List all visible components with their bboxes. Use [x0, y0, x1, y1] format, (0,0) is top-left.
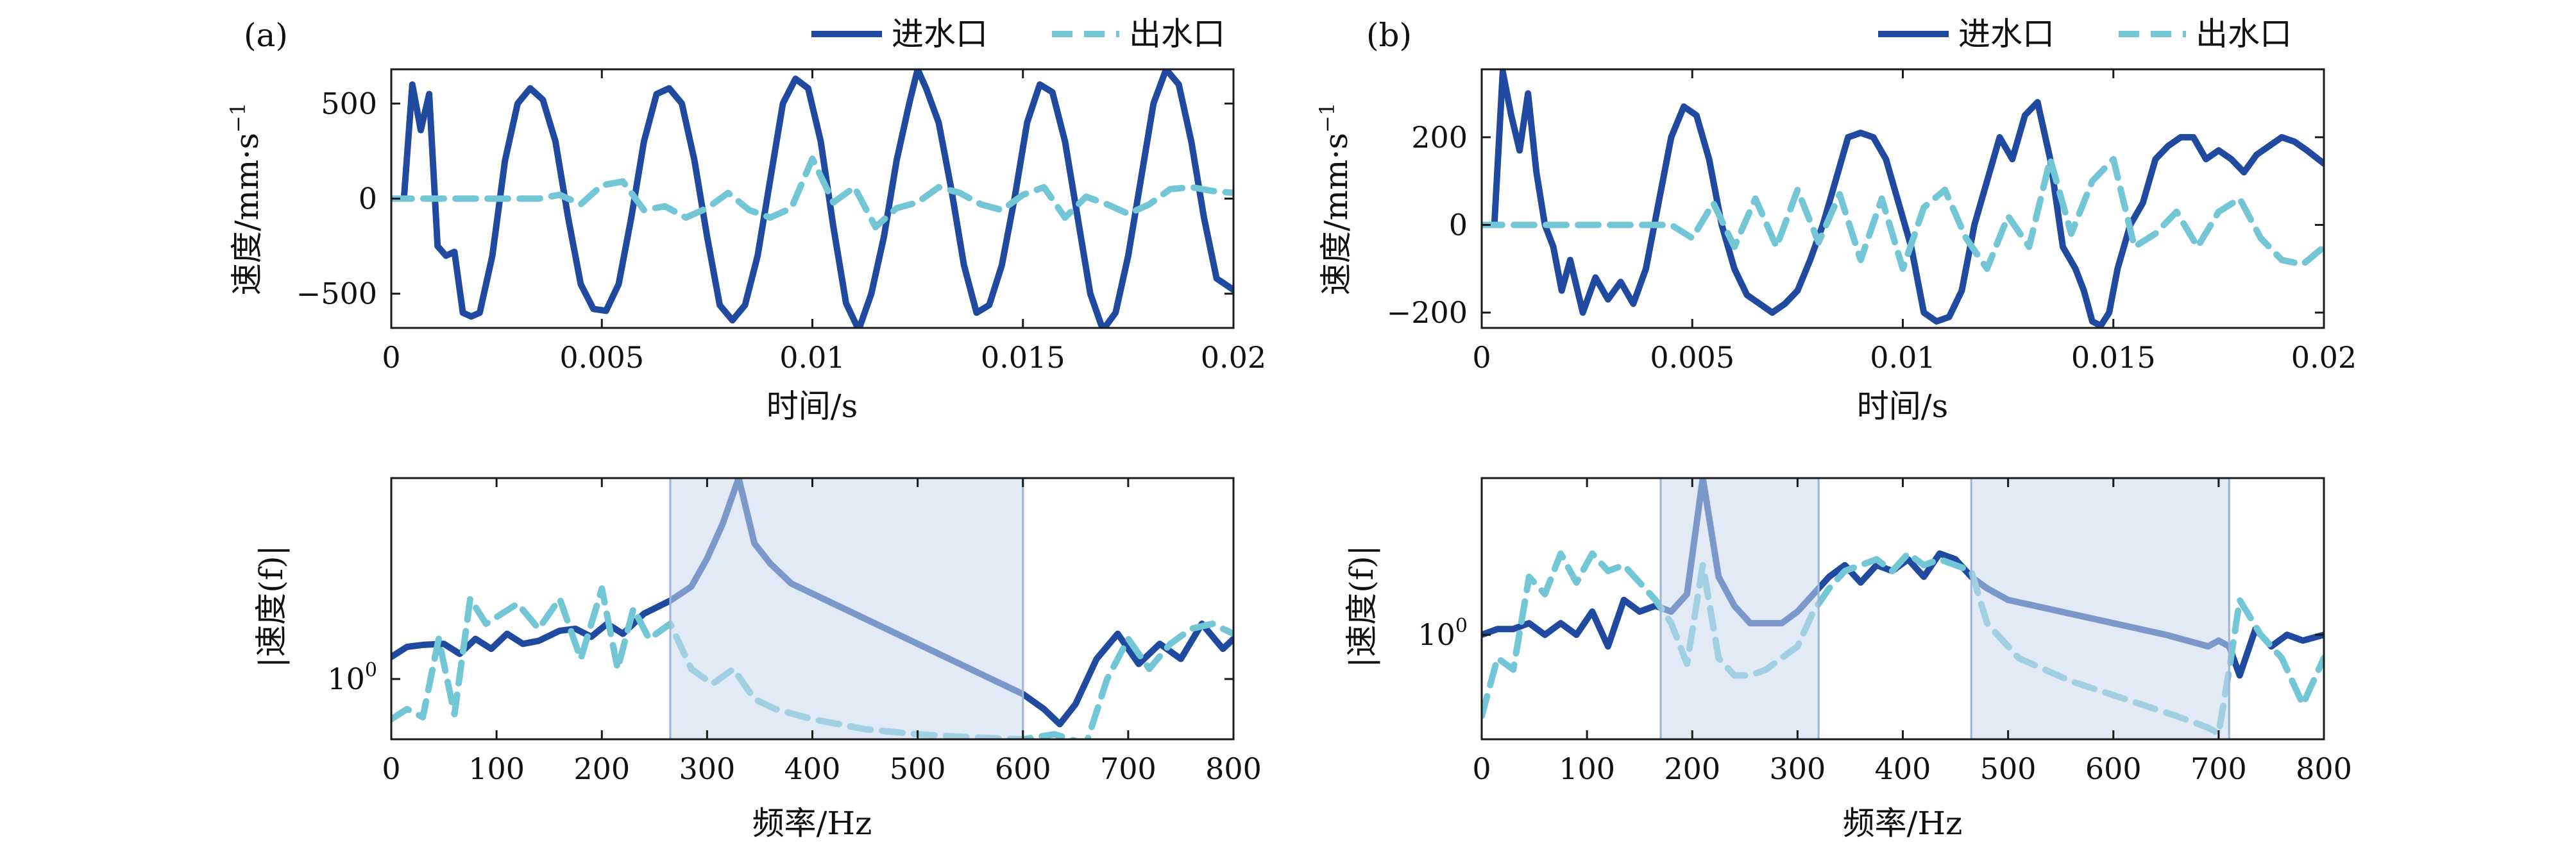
x-tick-label-a-freq-8: 800 [1205, 751, 1262, 786]
y-tick-label-b-freq-0: 100 [1418, 615, 1468, 652]
y-tick-label-a-time-1: 0 [359, 182, 377, 216]
y-axis-label-b-time-main: 速度/mm·s [1318, 133, 1355, 295]
plot-layer-b-freq [1482, 478, 2324, 739]
y-tick-exp-b-freq: 0 [1455, 615, 1468, 637]
x-tick-label-a-time-3: 0.015 [981, 340, 1065, 375]
legend-a-inlet-label: 进水口 [892, 15, 988, 53]
x-tick-label-b-freq-2: 200 [1664, 751, 1720, 786]
legend-a-outlet-label: 出水口 [1129, 15, 1225, 53]
x-tick-label-a-freq-3: 300 [679, 751, 735, 786]
y-axis-label-a-time-main: 速度/mm·s [228, 133, 266, 295]
legend-b: 进水口 出水口 [1878, 15, 2292, 53]
x-tick-label-b-freq-5: 500 [1980, 751, 2037, 786]
series-line-a-time-outlet [391, 155, 1233, 230]
series-group-b-freq [1482, 478, 2324, 739]
series-line-b-time-inlet [1491, 69, 2324, 328]
x-tick-label-b-time-3: 0.015 [2071, 340, 2156, 375]
series-line-b-time-outlet [1482, 156, 2324, 272]
y-tick-exp-a-freq: 0 [365, 659, 377, 682]
y-tick-label-b-time-2: 200 [1411, 120, 1468, 155]
x-tick-label-b-time-2: 0.01 [1870, 340, 1935, 375]
plot-layer-a-time [391, 69, 1233, 328]
series-line-a-freq-inlet [391, 478, 1233, 728]
y-axis-label-b-freq: |速度(f)| [1343, 545, 1380, 667]
x-tick-label-a-freq-4: 400 [784, 751, 841, 786]
plot-layer-b-time [1482, 69, 2324, 328]
x-axis-label-a-freq: 频率/Hz [752, 805, 872, 842]
series-line-a-time-inlet [400, 69, 1233, 328]
shaded-band-b-freq-0 [1659, 478, 1820, 739]
lines-b-time [1482, 69, 2324, 328]
y-axis-label-b-time-sup: −1 [1315, 103, 1339, 133]
x-axis-label-b-freq: 频率/Hz [1843, 805, 1963, 842]
shaded-band-b-freq-1 [1970, 478, 2230, 739]
x-tick-label-a-time-4: 0.02 [1201, 340, 1266, 375]
panel-b-time: (b) 进水口 出水口 0 0.005 0.01 0.015 0.02−2000200 … [1315, 15, 2357, 425]
y-tick-base-a-freq: 10 [327, 662, 365, 696]
x-tick-label-a-freq-5: 500 [890, 751, 946, 786]
x-tick-label-b-freq-0: 0 [1472, 751, 1491, 786]
x-tick-label-b-freq-8: 800 [2296, 751, 2352, 786]
x-tick-label-a-freq-6: 600 [995, 751, 1051, 786]
shaded-band-a-freq-0 [669, 478, 1024, 739]
x-tick-label-b-freq-3: 300 [1769, 751, 1826, 786]
lines-a-time [391, 69, 1233, 328]
y-tick-label-b-time-1: 0 [1449, 207, 1468, 242]
series-group-a-freq [391, 478, 1233, 739]
x-tick-label-b-freq-4: 400 [1875, 751, 1931, 786]
panel-label-a: (a) [244, 17, 288, 54]
y-axis-label-a-freq: |速度(f)| [253, 545, 290, 667]
x-tick-label-b-time-4: 0.02 [2291, 340, 2357, 375]
y-tick-base-b-freq: 10 [1418, 617, 1455, 652]
x-tick-label-a-time-2: 0.01 [779, 340, 845, 375]
x-tick-label-b-freq-1: 100 [1559, 751, 1615, 786]
panel-label-b: (b) [1366, 17, 1412, 54]
x-tick-label-a-freq-0: 0 [382, 751, 400, 786]
legend-b-outlet-label: 出水口 [2196, 15, 2292, 53]
panel-a-time: (a) 进水口 出水口 0 0.005 0.01 0.015 0.02−5000500 … [226, 15, 1266, 425]
series-group-a-time [391, 69, 1233, 328]
x-tick-label-a-time-0: 0 [382, 340, 400, 375]
y-tick-label-a-freq-0: 100 [327, 659, 377, 696]
plot-frame-b-time [1480, 68, 2325, 329]
legend-a: 进水口 出水口 [811, 15, 1225, 53]
y-tick-label-a-time-2: 500 [321, 86, 377, 121]
y-axis-label-a-time-sup: −1 [226, 103, 250, 133]
legend-b-inlet-label: 进水口 [1958, 15, 2055, 53]
x-tick-label-b-freq-6: 600 [2085, 751, 2142, 786]
x-axis-label-b-time: 时间/s [1857, 388, 1949, 425]
x-tick-label-b-time-1: 0.005 [1650, 340, 1734, 375]
x-tick-label-a-time-1: 0.005 [559, 340, 644, 375]
series-group-b-time [1482, 69, 2324, 328]
x-tick-label-a-freq-1: 100 [468, 751, 525, 786]
y-axis-label-b-time: 速度/mm·s−1 [1315, 103, 1355, 295]
y-axis-label-a-time: 速度/mm·s−1 [226, 103, 266, 295]
y-tick-label-a-time-0: −500 [296, 277, 377, 311]
x-tick-label-b-freq-7: 700 [2190, 751, 2247, 786]
y-tick-label-b-time-0: −200 [1387, 295, 1468, 330]
x-tick-label-a-freq-2: 200 [573, 751, 630, 786]
x-tick-label-a-freq-7: 700 [1100, 751, 1157, 786]
x-tick-label-b-time-0: 0 [1472, 340, 1491, 375]
x-axis-label-a-time: 时间/s [767, 388, 858, 425]
plot-layer-a-freq [391, 478, 1233, 739]
